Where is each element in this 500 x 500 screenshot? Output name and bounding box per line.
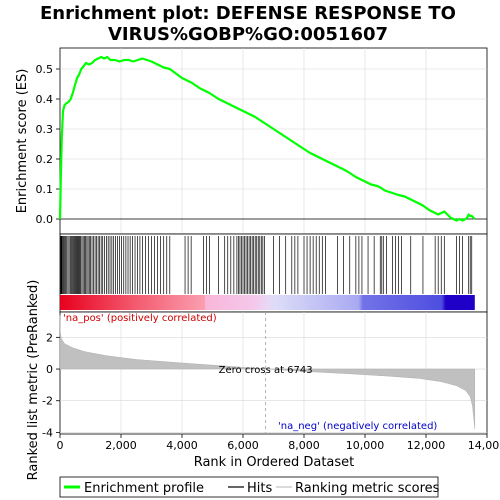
metric-tick-label: 2 <box>46 331 53 344</box>
x-tick-label: 8,000 <box>288 439 320 452</box>
x-tick-label: 10,000 <box>346 439 385 452</box>
series-enrichment-profile <box>58 55 476 222</box>
x-tick-label: 2,000 <box>105 439 137 452</box>
x-axis-label: Rank in Ordered Dataset <box>194 455 355 470</box>
chart-title-line-1: Enrichment plot: DEFENSE RESPONSE TO <box>40 3 456 24</box>
ranked-list-color-bar <box>60 295 475 310</box>
es-tick-label: 0.2 <box>36 153 54 166</box>
es-tick-label: 0.3 <box>36 123 54 136</box>
x-tick-label: 0 <box>57 439 64 452</box>
zero-cross-label: Zero cross at 6743 <box>219 365 313 376</box>
es-axis-ticks: 0.0 0.1 0.2 0.3 0.4 0.5 <box>36 63 60 226</box>
hit-marks <box>60 236 473 294</box>
es-axis-label: Enrichment score (ES) <box>15 69 30 214</box>
es-tick-label: 0.0 <box>36 213 54 226</box>
legend-label-enrichment-profile: Enrichment profile <box>84 481 204 496</box>
x-tick-label: 12,000 <box>407 439 446 452</box>
series-ranking-metric-scores <box>59 315 476 430</box>
metric-tick-label: -4 <box>42 426 53 439</box>
es-tick-label: 0.1 <box>36 183 54 196</box>
x-tick-label: 4,000 <box>166 439 198 452</box>
metric-axis-ticks: -4 -2 0 2 <box>42 331 60 439</box>
es-tick-label: 0.5 <box>36 63 54 76</box>
legend-frame <box>59 476 439 498</box>
legend-label-ranking-metric: Ranking metric scores <box>295 481 440 496</box>
x-tick-label: 14,000 <box>468 439 500 452</box>
es-tick-label: 0.4 <box>36 93 54 106</box>
legend-label-hits: Hits <box>247 481 272 496</box>
chart-title-line-2: VIRUS%GOBP%GO:0051607 <box>108 24 388 45</box>
x-tick-label: 6,000 <box>227 439 259 452</box>
metric-axis-label: Ranked list metric (PreRanked) <box>26 280 41 481</box>
x-axis-ticks: 0 2,000 4,000 6,000 8,000 10,000 12,000 14,000 <box>57 434 500 452</box>
negative-correlation-label: 'na_neg' (negatively correlated) <box>278 421 437 432</box>
positive-correlation-label: 'na_pos' (positively correlated) <box>63 313 217 324</box>
metric-tick-label: 0 <box>46 363 53 376</box>
metric-tick-label: -2 <box>42 395 53 408</box>
